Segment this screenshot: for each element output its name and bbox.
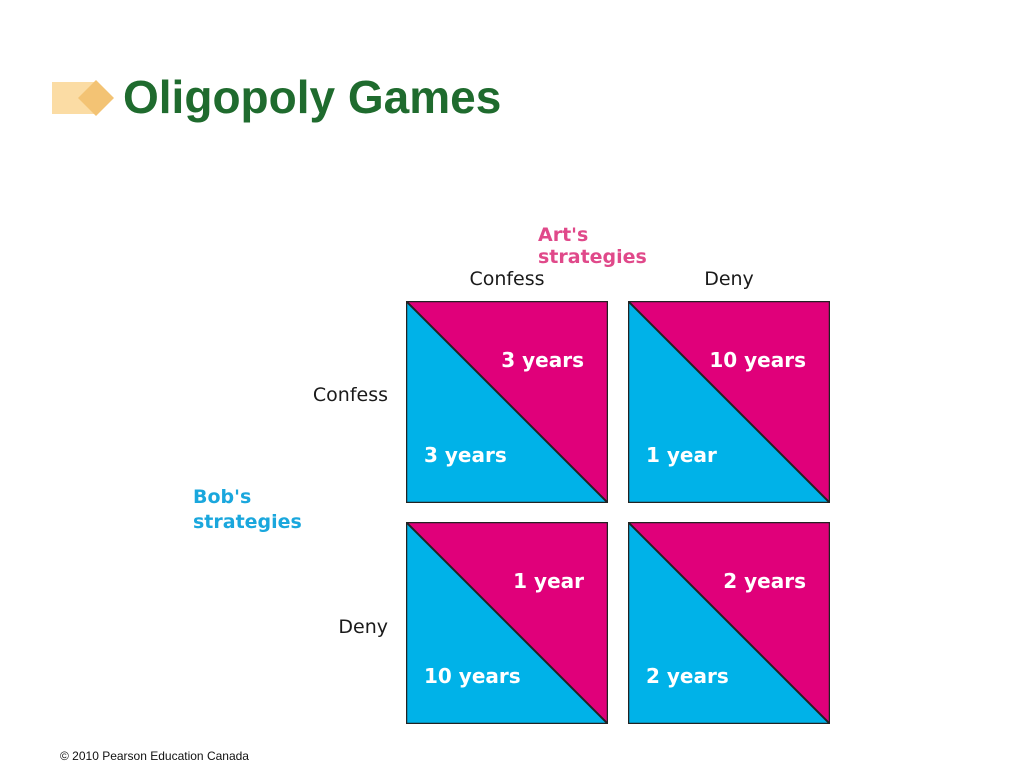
bob-payoff-label: 2 years: [646, 664, 729, 688]
payoff-cell-confess-deny: 10 years 1 year: [628, 301, 830, 503]
payoff-cell-deny-deny: 2 years 2 years: [628, 522, 830, 724]
art-payoff-label: 3 years: [501, 348, 584, 372]
art-payoff-label: 10 years: [709, 348, 806, 372]
payoff-cell-background: [406, 301, 608, 503]
payoff-cell-background: [406, 522, 608, 724]
slide-title: Oligopoly Games: [123, 71, 502, 123]
bob-strategies-label: Bob's strategies: [193, 485, 333, 535]
payoff-cell-background: [628, 522, 830, 724]
payoff-cell-background: [628, 301, 830, 503]
bob-payoff-label: 3 years: [424, 443, 507, 467]
row-header-confess: Confess: [312, 384, 388, 406]
column-header-confess: Confess: [469, 268, 545, 290]
title-decoration-icon: [52, 80, 114, 116]
payoff-cell-deny-confess: 1 year 10 years: [406, 522, 608, 724]
column-header-deny: Deny: [704, 268, 754, 290]
art-payoff-label: 1 year: [513, 569, 584, 593]
row-header-deny: Deny: [338, 616, 388, 638]
copyright-footer: © 2010 Pearson Education Canada: [60, 749, 249, 763]
art-payoff-label: 2 years: [723, 569, 806, 593]
payoff-cell-confess-confess: 3 years 3 years: [406, 301, 608, 503]
bob-strategies-label-line2: strategies: [193, 511, 302, 533]
bob-payoff-label: 1 year: [646, 443, 717, 467]
bob-payoff-label: 10 years: [424, 664, 521, 688]
art-strategies-label: Art's strategies: [538, 224, 647, 268]
bob-strategies-label-line1: Bob's: [193, 486, 252, 508]
